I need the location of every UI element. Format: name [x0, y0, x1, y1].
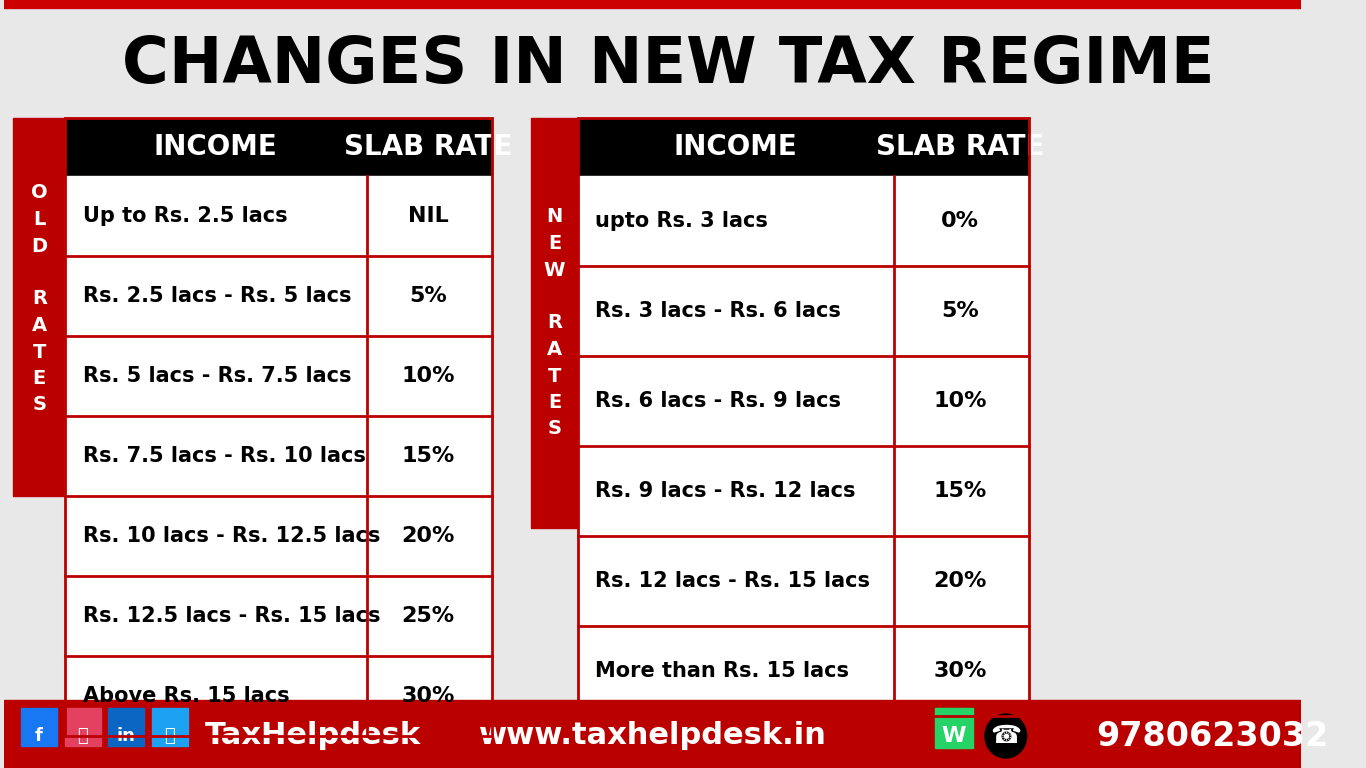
Text: 25%: 25% — [402, 606, 455, 626]
Bar — [4, 700, 1302, 768]
Bar — [20, 708, 57, 746]
Bar — [66, 576, 492, 656]
Text: SLAB RATE: SLAB RATE — [344, 133, 512, 161]
Bar — [66, 336, 492, 416]
Bar — [66, 656, 492, 736]
Bar — [578, 626, 1029, 716]
Text: 15%: 15% — [402, 446, 455, 466]
Text: Rs. 12 lacs - Rs. 15 lacs: Rs. 12 lacs - Rs. 15 lacs — [596, 571, 870, 591]
Text: Rs. 12.5 lacs - Rs. 15 lacs: Rs. 12.5 lacs - Rs. 15 lacs — [82, 606, 380, 626]
Bar — [66, 496, 492, 576]
Text: 9780623032: 9780623032 — [1096, 720, 1328, 753]
Text: Rs. 3 lacs - Rs. 6 lacs: Rs. 3 lacs - Rs. 6 lacs — [596, 301, 841, 321]
Bar — [578, 446, 1029, 536]
Bar — [66, 118, 492, 736]
Text: 0%: 0% — [941, 211, 979, 231]
Text: 10%: 10% — [933, 391, 986, 411]
Text: 5%: 5% — [941, 301, 979, 321]
Bar — [108, 708, 145, 746]
Bar — [66, 118, 492, 176]
Text: Rs. 6 lacs - Rs. 9 lacs: Rs. 6 lacs - Rs. 9 lacs — [596, 391, 841, 411]
Text: More than Rs. 15 lacs: More than Rs. 15 lacs — [596, 661, 850, 681]
Text: 15%: 15% — [933, 481, 986, 501]
Text: Rs. 2.5 lacs - Rs. 5 lacs: Rs. 2.5 lacs - Rs. 5 lacs — [82, 286, 351, 306]
Bar — [66, 256, 492, 336]
Bar — [152, 708, 189, 746]
Bar — [934, 708, 973, 748]
Text: 5%: 5% — [410, 286, 447, 306]
Text: SLAB RATE: SLAB RATE — [876, 133, 1045, 161]
Text: NIL: NIL — [408, 206, 448, 226]
Text: www.taxhelpdesk.in: www.taxhelpdesk.in — [478, 721, 826, 750]
Bar — [14, 118, 66, 496]
Text: 20%: 20% — [933, 571, 986, 591]
Bar — [66, 416, 492, 496]
Bar — [4, 8, 1302, 113]
Text: 20%: 20% — [402, 526, 455, 546]
Text: 30%: 30% — [933, 661, 986, 681]
Text: in: in — [117, 727, 135, 745]
Text: INCOME: INCOME — [673, 133, 796, 161]
Bar — [578, 356, 1029, 446]
Bar — [66, 176, 492, 256]
Text: Up to Rs. 2.5 lacs: Up to Rs. 2.5 lacs — [82, 206, 287, 226]
Bar — [531, 118, 578, 528]
Bar — [4, 0, 1302, 8]
Text: 30%: 30% — [402, 686, 455, 706]
Text: N
E
W

R
A
T
E
S: N E W R A T E S — [544, 207, 566, 439]
Text: W: W — [941, 726, 966, 746]
Text: Rs. 10 lacs - Rs. 12.5 lacs: Rs. 10 lacs - Rs. 12.5 lacs — [82, 526, 380, 546]
Text: 🐦: 🐦 — [164, 727, 175, 745]
Text: INCOME: INCOME — [153, 133, 277, 161]
Text: upto Rs. 3 lacs: upto Rs. 3 lacs — [596, 211, 768, 231]
Text: ⓘ: ⓘ — [78, 727, 87, 745]
Bar — [578, 266, 1029, 356]
Text: Rs. 5 lacs - Rs. 7.5 lacs: Rs. 5 lacs - Rs. 7.5 lacs — [82, 366, 351, 386]
Text: ☎: ☎ — [990, 724, 1022, 748]
Bar — [578, 176, 1029, 266]
Bar — [578, 118, 1029, 176]
Text: CHANGES IN NEW TAX REGIME: CHANGES IN NEW TAX REGIME — [123, 34, 1214, 96]
Text: Rs. 7.5 lacs - Rs. 10 lacs: Rs. 7.5 lacs - Rs. 10 lacs — [82, 446, 366, 466]
Bar — [578, 118, 1029, 716]
Text: Rs. 9 lacs - Rs. 12 lacs: Rs. 9 lacs - Rs. 12 lacs — [596, 481, 856, 501]
Bar — [578, 536, 1029, 626]
Text: 10%: 10% — [402, 366, 455, 386]
Bar — [4, 118, 1302, 688]
Text: TaxHelpdesk: TaxHelpdesk — [205, 721, 421, 750]
Circle shape — [985, 714, 1027, 758]
Bar — [64, 708, 101, 746]
Text: Above Rs. 15 lacs: Above Rs. 15 lacs — [82, 686, 290, 706]
Text: O
L
D

R
A
T
E
S: O L D R A T E S — [31, 184, 48, 415]
Text: f: f — [36, 727, 42, 745]
